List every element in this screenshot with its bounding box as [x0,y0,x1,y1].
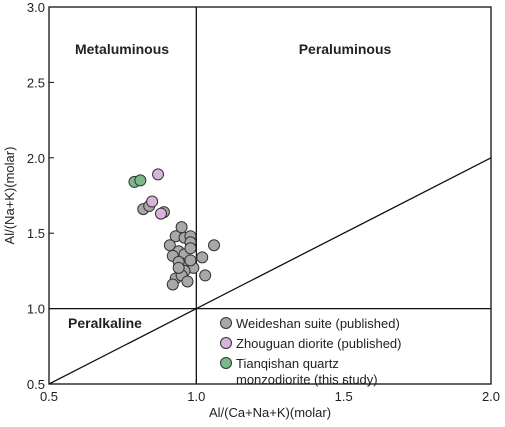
data-point-weideshan [184,254,197,267]
region-label-peralkaline: Peralkaline [68,315,142,331]
data-point-weideshan [208,239,221,252]
data-point-weideshan [196,251,209,264]
legend-label: Tianqishan quartz [236,356,339,371]
data-point-tianqishan [134,174,147,187]
x-tick-label: 1.5 [335,389,353,404]
legend-marker-weideshan [220,317,232,329]
y-axis-label: Al/(Na+K)(molar) [2,147,17,245]
data-point-weideshan [175,221,188,234]
data-point-zhouguan [152,168,165,181]
x-tick-label: 2.0 [482,389,500,404]
data-point-weideshan [181,275,194,288]
legend-label: Zhouguan diorite (published) [236,336,402,351]
data-point-zhouguan [146,195,159,208]
y-tick-label: 3.0 [27,0,45,15]
y-tick-label: 1.5 [27,226,45,241]
legend-marker-zhouguan [220,337,232,349]
data-point-zhouguan [154,207,167,220]
y-tick-label: 1.0 [27,302,45,317]
y-tick-label: 2.5 [27,75,45,90]
legend-label: monzodiorite (this study) [236,372,378,387]
y-tick-label: 0.5 [27,377,45,392]
region-label-peraluminous: Peraluminous [299,41,392,57]
region-label-metaluminous: Metaluminous [75,41,169,57]
data-point-weideshan [166,278,179,291]
x-tick-label: 1.0 [187,389,205,404]
data-point-weideshan [199,269,212,282]
y-tick-label: 2.0 [27,151,45,166]
legend-marker-tianqishan [220,357,232,369]
plot-frame [48,6,492,385]
data-point-weideshan [172,261,185,274]
data-point-weideshan [184,242,197,255]
legend-label: Weideshan suite (published) [236,316,400,331]
diagonal-line [48,157,492,385]
x-axis-label: Al/(Ca+Na+K)(molar) [209,405,331,420]
x-tick-label: 0.5 [40,389,58,404]
